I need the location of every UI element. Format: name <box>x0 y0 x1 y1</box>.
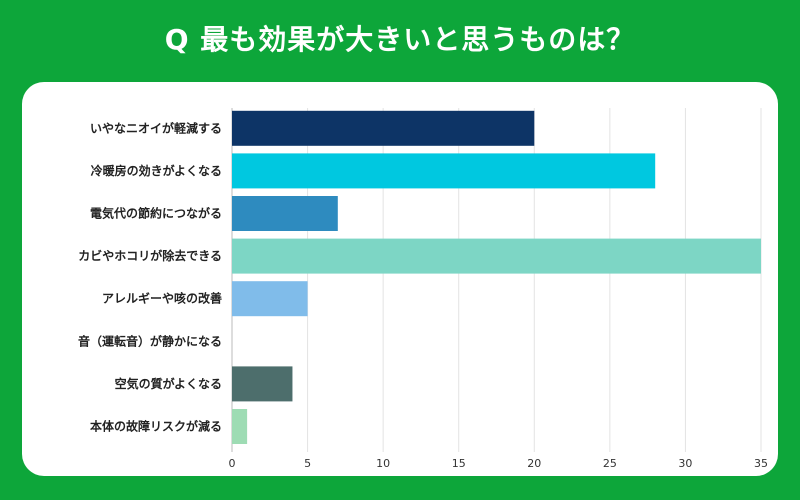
x-tick-label: 30 <box>678 457 692 470</box>
bar <box>232 196 338 231</box>
bar <box>232 366 293 402</box>
x-tick-label: 5 <box>304 457 311 470</box>
chart-title: Q 最も効果が大きいと思うものは？ <box>164 23 636 56</box>
bar <box>232 409 248 444</box>
x-tick-label: 15 <box>452 457 466 470</box>
chart-card <box>22 82 778 476</box>
category-label: カビやホコリが除去できる <box>78 248 222 263</box>
category-label: いやなニオイが軽減する <box>90 120 222 135</box>
bar <box>232 238 761 274</box>
x-tick-label: 25 <box>603 457 617 470</box>
category-label: 冷暖房の効きがよくなる <box>91 163 222 178</box>
category-label: 本体の故障リスクが減る <box>90 419 222 434</box>
bar <box>232 153 656 189</box>
x-tick-label: 10 <box>376 457 390 470</box>
x-tick-label: 35 <box>754 457 768 470</box>
bar <box>232 110 535 146</box>
category-label: 音（運転音）が静かになる <box>78 333 222 348</box>
x-tick-label: 0 <box>229 457 236 470</box>
category-label: アレルギーや咳の改善 <box>102 291 222 306</box>
category-label: 空気の質がよくなる <box>115 376 222 391</box>
bar <box>232 281 308 317</box>
x-tick-label: 20 <box>527 457 541 470</box>
category-label: 電気代の節約につながる <box>90 206 222 221</box>
